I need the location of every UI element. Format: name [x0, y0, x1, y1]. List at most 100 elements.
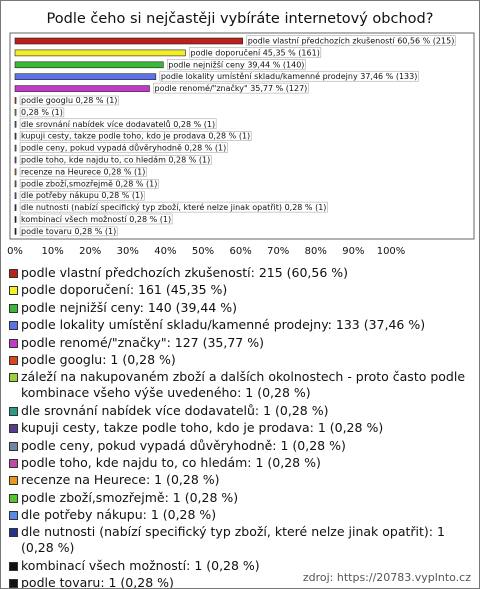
label-bg	[19, 201, 328, 213]
legend-label: dle srovnání nabídek více dodavatelů: 1 …	[21, 402, 329, 418]
legend-label: podle ceny, pokud vypadá důvěryhodně: 1 …	[21, 437, 346, 453]
legend-swatch	[9, 493, 18, 503]
bar	[14, 73, 157, 80]
bar-label: dle nutnosti (nabízí specifický typ zbož…	[21, 202, 326, 212]
label-bg	[19, 167, 147, 177]
legend-item: recenze na Heurece: 1 (0,28 %)	[9, 472, 471, 488]
bar-label: podle lokality umístění skladu/kamenné p…	[161, 71, 418, 81]
legend-swatch	[9, 355, 18, 365]
x-tick-label: 40%	[154, 246, 176, 257]
legend-swatch	[9, 373, 18, 383]
legend-label: podle tovaru: 1 (0,28 %)	[21, 575, 174, 589]
legend-label: záleží na nakupovaném zboží a dalších ok…	[21, 369, 466, 401]
bar	[14, 109, 17, 116]
legend-item: podle zboží,smozřejmě: 1 (0,28 %)	[9, 490, 471, 506]
bar-label: podle vlastní předchozích zkušeností 60,…	[248, 36, 455, 46]
bar	[14, 49, 186, 57]
bar	[14, 85, 150, 92]
legend-swatch	[9, 303, 18, 313]
label-bg	[19, 179, 159, 189]
x-tick-label: 0%	[7, 246, 23, 257]
bar	[14, 216, 17, 223]
legend-item: podle googlu: 1 (0,28 %)	[9, 352, 471, 368]
legend-swatch	[9, 321, 18, 331]
legend-swatch	[9, 424, 18, 434]
bar-label: dle potřeby nákupu 0,28 % (1)	[21, 191, 143, 200]
label-bg	[159, 70, 419, 82]
chart: Podle čeho si nejčastěji vybíráte intern…	[7, 11, 475, 257]
source: zdroj: https://20783.vyplnto.cz	[302, 571, 471, 584]
label-bg	[19, 213, 173, 225]
x-tick-label: 50%	[192, 246, 214, 257]
x-tick-label: 10%	[41, 246, 63, 257]
bar	[14, 61, 164, 69]
label-bg	[19, 107, 65, 118]
bar	[14, 121, 17, 128]
bar-label: podle renomé/"značky" 35,77 % (127)	[154, 83, 307, 93]
legend-item: podle toho, kde najdu to, co hledám: 1 (…	[9, 455, 471, 471]
legend-item: dle nutnosti (nabízí specifický typ zbož…	[9, 524, 471, 556]
label-bg	[19, 142, 228, 153]
legend-swatch	[9, 561, 18, 571]
legend-label: podle nejnižší ceny: 140 (39,44 %)	[21, 299, 238, 315]
label-bg	[19, 226, 118, 237]
legend-item: podle nejnižší ceny: 140 (39,44 %)	[9, 300, 471, 316]
legend-item: podle tovaru: 1 (0,28 %)	[9, 575, 471, 589]
legend-swatch	[9, 406, 18, 416]
bar	[14, 132, 17, 140]
bar-label: recenze na Heurece 0,28 % (1)	[21, 167, 145, 176]
legend-label: podle lokality umístění skladu/kamenné p…	[21, 317, 426, 333]
legend-item: podle vlastní předchozích zkušeností: 21…	[9, 265, 471, 281]
legend-label: kombinací všech možností: 1 (0,28 %)	[21, 557, 260, 573]
x-tick-label: 60%	[229, 246, 251, 257]
legend-swatch	[9, 286, 18, 296]
legend-swatch	[9, 476, 18, 486]
x-tick-label: 80%	[305, 246, 327, 257]
legend-label: dle potřeby nákupu: 1 (0,28 %)	[21, 507, 217, 523]
legend: podle vlastní předchozích zkušeností: 21…	[9, 265, 471, 589]
bar-label: podle doporučení 45,35 % (161)	[191, 47, 320, 57]
label-bg	[189, 47, 322, 58]
bar-label: podle googlu 0,28 % (1)	[21, 96, 117, 105]
label-bg	[19, 118, 217, 130]
bar-label: 0,28 % (1)	[21, 108, 63, 117]
x-tick-label: 30%	[117, 246, 139, 257]
legend-swatch	[9, 338, 18, 348]
legend-swatch	[9, 528, 18, 538]
legend-item: dle srovnání nabídek více dodavatelů: 1 …	[9, 403, 471, 419]
bar-label: dle srovnání nabídek více dodavatelů 0,2…	[21, 119, 215, 129]
label-bg	[19, 131, 252, 141]
x-tick-label: 100%	[377, 246, 406, 257]
legend-swatch	[9, 579, 18, 588]
legend-label: podle doporučení: 161 (45,35 %)	[21, 282, 228, 298]
label-bg	[246, 35, 456, 46]
bar	[14, 156, 17, 164]
legend-item: kombinací všech možností: 1 (0,28 %)	[9, 558, 471, 574]
bar	[14, 97, 17, 104]
legend-item: kupuji cesty, takze podle toho, kdo je p…	[9, 420, 471, 436]
bar	[14, 228, 17, 235]
legend-label: podle toho, kde najdu to, co hledám: 1 (…	[21, 454, 321, 470]
legend-label: kupuji cesty, takze podle toho, kdo je p…	[21, 420, 384, 436]
bar-label: podle ceny, pokud vypadá důvěryhodně 0,2…	[21, 143, 226, 153]
x-tick-label: 20%	[79, 246, 101, 257]
bar-label: podle zboží,smozřejmě 0,28 % (1)	[21, 179, 157, 188]
legend-item: podle doporučení: 161 (45,35 %)	[9, 282, 471, 298]
bar	[14, 37, 244, 45]
bar	[14, 192, 17, 199]
bar-label: podle tovaru 0,28 % (1)	[21, 227, 116, 236]
label-bg	[19, 155, 212, 165]
legend-item: záleží na nakupovaném zboží a dalších ok…	[9, 369, 471, 401]
label-bg	[19, 95, 119, 106]
legend-swatch	[9, 269, 18, 278]
legend-label: dle nutnosti (nabízí specifický typ zbož…	[21, 524, 445, 556]
bar	[14, 144, 17, 152]
label-bg	[167, 59, 306, 70]
bar-label: kombinací všech možností 0,28 % (1)	[21, 214, 171, 224]
label-bg	[153, 82, 309, 94]
legend-item: podle lokality umístění skladu/kamenné p…	[9, 317, 471, 333]
legend-label: podle googlu: 1 (0,28 %)	[21, 351, 176, 367]
legend-label: podle renomé/"značky": 127 (35,77 %)	[21, 334, 264, 350]
bar-label: podle nejnižší ceny 39,44 % (140)	[168, 59, 304, 69]
